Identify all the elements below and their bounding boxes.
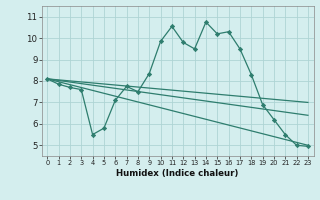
X-axis label: Humidex (Indice chaleur): Humidex (Indice chaleur) bbox=[116, 169, 239, 178]
